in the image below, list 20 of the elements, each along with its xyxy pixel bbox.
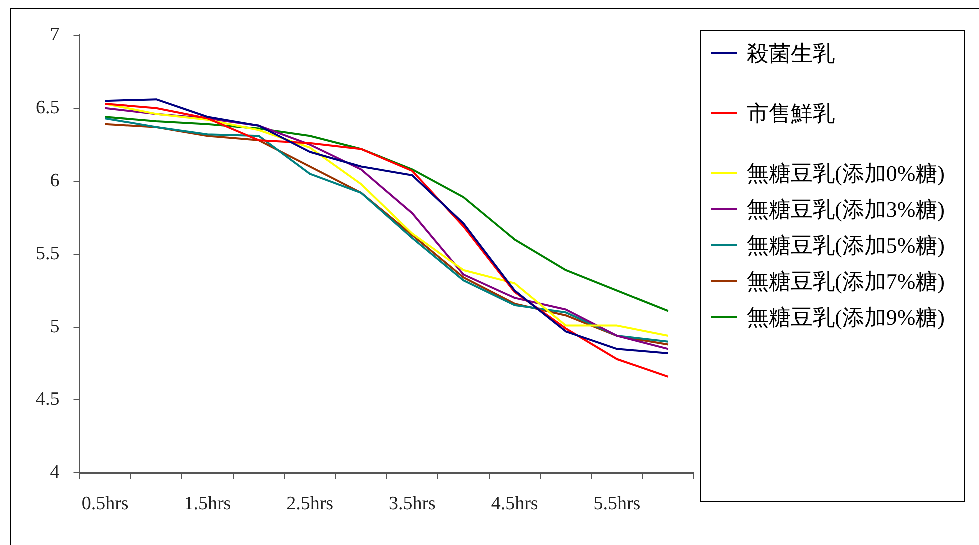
y-tick-label: 7 <box>50 24 60 46</box>
y-tick-label: 5.5 <box>36 243 60 264</box>
y-tick-label: 5 <box>50 316 60 338</box>
y-tick-label: 6.5 <box>36 97 60 118</box>
y-tick-label: 4.5 <box>36 389 60 410</box>
legend-label: 無糖豆乳(添加5%糖) <box>747 232 946 260</box>
y-tick-label: 4 <box>50 462 60 484</box>
legend-label: 無糖豆乳(添加9%糖) <box>747 304 946 332</box>
x-tick-label: 3.5hrs <box>388 494 436 515</box>
legend-label: 無糖豆乳(添加7%糖) <box>747 268 946 296</box>
legend-label: 無糖豆乳(添加0%糖) <box>747 160 946 188</box>
x-tick-label: 0.5hrs <box>82 494 129 515</box>
x-tick-label: 4.5hrs <box>491 494 538 515</box>
x-tick-label: 1.5hrs <box>184 494 232 515</box>
legend-label: 市售鮮乳 <box>747 100 836 128</box>
legend-label: 殺菌生乳 <box>747 40 836 68</box>
x-tick-label: 2.5hrs <box>286 494 334 515</box>
x-tick-label: 5.5hrs <box>594 494 641 515</box>
y-tick-label: 6 <box>50 170 60 192</box>
legend-label: 無糖豆乳(添加3%糖) <box>747 196 946 224</box>
